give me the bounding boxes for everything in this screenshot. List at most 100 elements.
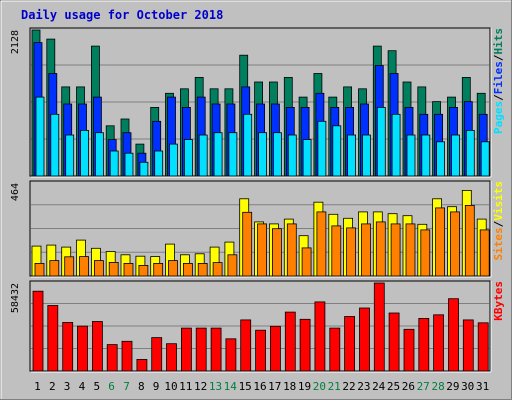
bar-pages <box>169 143 178 177</box>
bar-pages <box>362 134 371 177</box>
bar-pages <box>287 134 297 177</box>
bar-sites <box>286 223 297 277</box>
bar-kbytes <box>106 344 118 372</box>
x-tick-label: 22 <box>342 380 355 393</box>
x-tick-label: 29 <box>446 380 459 393</box>
bar-sites <box>479 229 490 277</box>
bar-sites <box>450 211 460 277</box>
bar-pages <box>65 134 75 177</box>
x-tick-label: 21 <box>328 380 341 393</box>
bar-kbytes <box>151 337 163 372</box>
panel-kbytes: 58432 KBytes <box>10 280 505 373</box>
bar-pages <box>272 132 282 177</box>
bar-sites <box>257 223 268 277</box>
bar-kbytes <box>47 305 59 372</box>
bar-pages <box>95 132 104 177</box>
bar-sites <box>316 211 327 277</box>
bar-pages <box>302 139 312 177</box>
bar-pages <box>258 132 268 177</box>
x-tick-label: 31 <box>476 380 489 393</box>
bar-kbytes <box>329 327 341 372</box>
bar-kbytes <box>359 307 370 372</box>
bar-kbytes <box>92 321 103 372</box>
bar-sites <box>375 221 386 277</box>
bar-sites <box>123 262 134 277</box>
bar-pages <box>451 134 460 177</box>
bar-kbytes <box>433 314 445 372</box>
bar-sites <box>227 254 238 277</box>
x-tick-label: 16 <box>253 380 266 393</box>
bar-kbytes <box>448 298 459 372</box>
bar-kbytes <box>180 327 192 372</box>
bar-pages <box>436 141 446 177</box>
x-tick-label: 7 <box>123 380 130 393</box>
bar-pages <box>213 132 223 177</box>
bar-sites <box>331 225 342 277</box>
x-tick-label: 20 <box>313 380 326 393</box>
bar-sites <box>138 264 149 277</box>
bar-kbytes <box>373 282 385 372</box>
x-tick-label: 30 <box>461 380 474 393</box>
bar-pages <box>376 107 386 177</box>
bar-pages <box>332 125 342 177</box>
bar-sites <box>242 211 253 277</box>
x-tick-label: 28 <box>431 380 444 393</box>
bar-sites <box>64 256 75 277</box>
y-max-label: 58432 <box>10 283 21 313</box>
legend-entry-files: Files <box>492 61 505 94</box>
legend-entry-hits: Hits <box>492 28 505 55</box>
bar-sites <box>168 260 178 277</box>
x-tick-label: 18 <box>283 380 296 393</box>
bar-kbytes <box>195 327 207 372</box>
legend-separator: / <box>492 54 505 61</box>
legend-entry-sites: Sites <box>492 227 505 260</box>
bar-pages <box>35 96 45 177</box>
bar-sites <box>464 204 475 277</box>
x-tick-label: 15 <box>239 380 252 393</box>
legend-separator: / <box>492 94 505 101</box>
x-tick-label: 6 <box>108 380 115 393</box>
bar-kbytes <box>477 322 489 372</box>
bar-sites <box>153 262 164 277</box>
bar-kbytes <box>255 329 267 372</box>
bar-sites <box>108 261 119 277</box>
bar-pages <box>465 129 475 177</box>
bar-pages <box>109 150 119 177</box>
x-tick-label: 5 <box>93 380 100 393</box>
bar-kbytes <box>269 325 281 372</box>
bar-pages <box>198 134 208 177</box>
bar-kbytes <box>462 319 474 372</box>
x-tick-label: 14 <box>224 380 238 393</box>
bar-pages <box>80 129 89 177</box>
bar-pages <box>124 152 134 177</box>
x-tick-label: 3 <box>64 380 71 393</box>
x-tick-label: 4 <box>79 380 86 393</box>
legend-kbytes: KBytes <box>492 281 505 321</box>
bar-kbytes <box>121 340 133 372</box>
bar-kbytes <box>62 321 74 372</box>
bar-pages <box>243 113 253 177</box>
bar-pages <box>183 139 193 177</box>
bar-pages <box>154 150 164 177</box>
bar-sites <box>212 262 223 277</box>
x-tick-label: 27 <box>417 380 430 393</box>
bar-kbytes <box>210 327 222 372</box>
panel-visits-sites: 464 Sites/Visits <box>10 180 505 278</box>
chart-title: Daily usage for October 2018 <box>21 8 223 22</box>
bar-kbytes <box>77 325 88 372</box>
legend-entry-pages: Pages <box>492 101 505 134</box>
x-tick-label: 12 <box>194 380 207 393</box>
x-tick-label: 9 <box>153 380 160 393</box>
x-tick-label: 26 <box>402 380 415 393</box>
bar-sites <box>182 262 193 277</box>
bar-kbytes <box>314 301 326 372</box>
x-tick-label: 13 <box>209 380 222 393</box>
bar-kbytes <box>418 317 430 372</box>
bar-pages <box>480 141 490 177</box>
x-tick-label: 11 <box>179 380 192 393</box>
bar-pages <box>50 113 60 177</box>
bar-pages <box>391 113 401 177</box>
